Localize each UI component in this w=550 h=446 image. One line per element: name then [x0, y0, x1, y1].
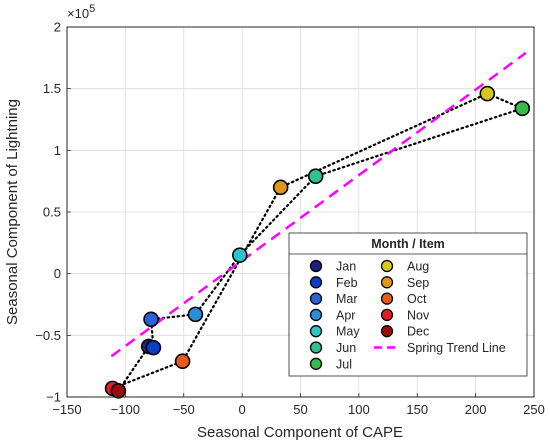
y-tick-label: 0.5 [43, 205, 61, 220]
y-axis-label: Seasonal Component of Lightning [4, 99, 21, 325]
spring-trend-line [110, 51, 527, 358]
y-tick-label: −1 [46, 390, 61, 405]
y-axis-exponent-base: ×10 [67, 6, 89, 21]
legend-swatch-sep [380, 276, 394, 289]
legend-label-feb: Feb [336, 276, 358, 290]
marker-aug [479, 85, 496, 102]
y-tick-label: 2 [54, 20, 61, 35]
legend-label-may: May [336, 325, 360, 339]
legend-swatch-mar [309, 292, 323, 305]
x-tick-label: 100 [348, 402, 370, 417]
legend: Month / Item Jan Feb Mar Apr May Jun Jul Aug Sep… [288, 232, 528, 377]
legend-swatch-nov [380, 308, 394, 322]
x-tick-label: 250 [523, 402, 545, 417]
marker-may [231, 247, 248, 263]
y-axis-exponent: ×105 [67, 3, 95, 21]
legend-swatch-may [309, 325, 323, 338]
legend-label-nov: Nov [407, 308, 430, 322]
x-axis-label: Seasonal Component of CAPE [197, 424, 403, 441]
legend-label-jan: Jan [336, 260, 356, 274]
y-axis-ticks: −1 −0.5 0 0.5 1 1.5 2 [35, 20, 71, 405]
marker-sep [272, 179, 289, 196]
legend-swatch-aug [380, 259, 394, 273]
legend-entries: Jan Feb Mar Apr May Jun Jul Aug Sep Oct Nov Dec Spri… [309, 259, 506, 371]
legend-label-oct: Oct [407, 292, 427, 306]
legend-swatch-oct [380, 292, 394, 305]
marker-feb [145, 339, 162, 356]
x-tick-label: −100 [111, 402, 140, 417]
legend-swatch-apr [309, 308, 323, 322]
x-axis-ticks: −150 −100 −50 0 50 100 150 200 250 [52, 393, 545, 417]
legend-label-sep: Sep [407, 276, 429, 290]
y-tick-label: 1.5 [43, 81, 61, 96]
marker-jul [514, 100, 531, 117]
legend-label-jun: Jun [336, 341, 356, 355]
legend-label-mar: Mar [336, 292, 358, 306]
y-tick-label: −0.5 [35, 328, 61, 343]
marker-oct [174, 353, 191, 370]
y-tick-label: 0 [54, 266, 61, 281]
legend-title: Month / Item [371, 237, 445, 251]
legend-label-jul: Jul [336, 357, 352, 371]
y-tick-label: 1 [54, 143, 61, 158]
marker-dec [110, 383, 127, 399]
legend-swatch-feb [309, 276, 323, 289]
legend-label-apr: Apr [336, 308, 355, 322]
y-axis-exponent-power: 5 [89, 3, 95, 15]
month-markers [104, 85, 531, 399]
legend-box [288, 232, 528, 377]
x-tick-label: 0 [239, 402, 246, 417]
marker-mar [143, 311, 159, 328]
legend-swatch-jun [309, 341, 323, 354]
legend-label-trend: Spring Trend Line [407, 341, 506, 355]
x-tick-label: 150 [406, 402, 428, 417]
x-tick-label: −150 [52, 402, 81, 417]
legend-label-dec: Dec [407, 325, 429, 339]
x-tick-label: −50 [173, 402, 195, 417]
legend-swatch-dec [380, 325, 394, 338]
marker-apr [187, 306, 204, 323]
x-tick-label: 50 [293, 402, 307, 417]
trend-line [110, 51, 527, 358]
x-tick-label: 200 [465, 402, 487, 417]
marker-jun [307, 168, 324, 185]
legend-swatch-jan [309, 259, 323, 273]
legend-label-aug: Aug [407, 260, 429, 274]
legend-swatch-jul [309, 357, 323, 370]
